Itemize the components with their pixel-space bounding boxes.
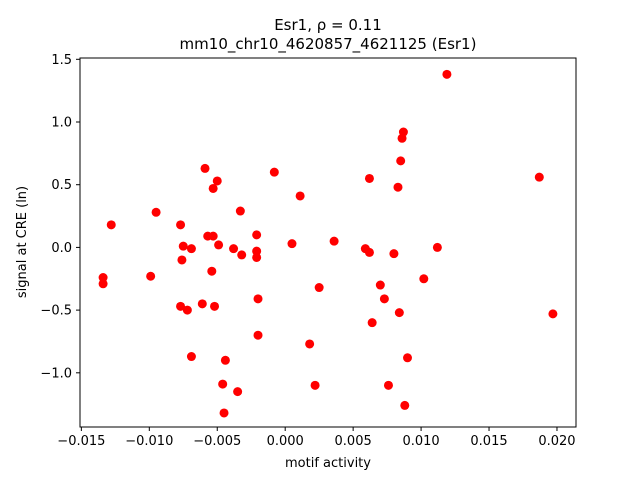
data-point-28 — [364, 247, 374, 257]
data-point-4 — [534, 172, 544, 182]
data-point-27 — [252, 246, 262, 256]
data-point-45 — [182, 305, 192, 315]
x-tick-label-1: −0.010 — [125, 434, 173, 449]
data-point-34 — [146, 271, 156, 281]
chart-title-line2: mm10_chr10_4620857_4621125 (Esr1) — [180, 35, 477, 54]
y-tick-label-0: −1.0 — [40, 366, 72, 381]
data-point-43 — [176, 301, 186, 311]
data-point-39 — [314, 283, 324, 293]
data-point-55 — [310, 380, 320, 390]
data-point-37 — [98, 279, 108, 289]
data-point-24 — [229, 244, 239, 254]
data-point-0 — [442, 69, 452, 79]
points-layer — [98, 69, 558, 418]
x-tick-label-2: −0.005 — [193, 434, 241, 449]
data-point-50 — [305, 339, 315, 349]
chart-title-line1: Esr1, ρ = 0.11 — [274, 16, 382, 34]
x-tick-label-0: −0.015 — [57, 434, 105, 449]
plot-area: −0.015 −0.010 −0.005 0.000 0.005 0.010 0.015 0.… — [40, 53, 577, 449]
x-axis-ticks: −0.015 −0.010 −0.005 0.000 0.005 0.010 0.015 0.… — [57, 427, 576, 449]
data-point-33 — [207, 266, 217, 276]
x-tick-label-6: 0.015 — [470, 434, 507, 449]
data-point-32 — [177, 255, 187, 265]
y-axis-label: signal at CRE (ln) — [15, 186, 30, 298]
y-tick-label-1: −0.5 — [40, 304, 72, 319]
data-point-41 — [253, 294, 263, 304]
data-point-7 — [200, 163, 210, 173]
data-point-35 — [98, 273, 108, 283]
data-point-40 — [379, 294, 389, 304]
data-point-52 — [403, 353, 412, 363]
data-point-5 — [364, 173, 374, 183]
axes-frame — [79, 57, 577, 428]
y-tick-label-2: 0.0 — [51, 241, 72, 256]
data-point-10 — [208, 183, 218, 193]
x-tick-label-7: 0.020 — [538, 434, 575, 449]
data-point-53 — [220, 355, 230, 365]
data-point-19 — [329, 236, 339, 246]
data-point-58 — [400, 400, 410, 410]
data-point-21 — [214, 240, 224, 250]
data-point-22 — [178, 241, 188, 251]
x-tick-label-5: 0.010 — [402, 434, 439, 449]
data-point-20 — [287, 239, 297, 249]
data-point-44 — [210, 301, 220, 311]
data-point-15 — [176, 220, 186, 230]
data-point-9 — [212, 176, 222, 186]
y-tick-label-5: 1.5 — [51, 53, 72, 68]
x-axis-label: motif activity — [285, 456, 371, 471]
data-point-47 — [548, 309, 558, 319]
data-point-30 — [237, 250, 247, 260]
data-point-6 — [393, 182, 403, 192]
y-axis-ticks: −1.0 −0.5 0.0 0.5 1.0 1.5 — [40, 53, 80, 381]
data-point-56 — [383, 380, 393, 390]
x-tick-label-4: 0.005 — [335, 434, 372, 449]
data-point-3 — [396, 156, 406, 166]
data-point-8 — [269, 167, 279, 177]
data-point-54 — [218, 379, 228, 389]
data-point-57 — [233, 387, 243, 397]
data-point-42 — [197, 299, 207, 309]
data-point-2 — [397, 133, 407, 143]
data-point-31 — [252, 252, 262, 262]
y-tick-label-4: 1.0 — [51, 116, 72, 131]
data-point-51 — [186, 352, 196, 362]
x-tick-label-3: 0.000 — [267, 434, 304, 449]
data-point-36 — [419, 274, 429, 284]
data-point-29 — [389, 249, 399, 259]
data-point-16 — [252, 230, 262, 240]
data-point-18 — [208, 231, 218, 241]
data-point-25 — [432, 242, 442, 252]
data-point-46 — [394, 308, 404, 318]
data-point-11 — [295, 191, 305, 201]
data-point-48 — [367, 318, 377, 328]
y-tick-label-3: 0.5 — [51, 178, 72, 193]
data-point-14 — [106, 220, 116, 230]
data-point-38 — [375, 280, 385, 290]
data-point-23 — [186, 244, 196, 254]
data-point-49 — [253, 330, 263, 340]
data-point-12 — [235, 206, 245, 216]
data-point-59 — [219, 408, 229, 418]
data-point-13 — [151, 207, 161, 217]
